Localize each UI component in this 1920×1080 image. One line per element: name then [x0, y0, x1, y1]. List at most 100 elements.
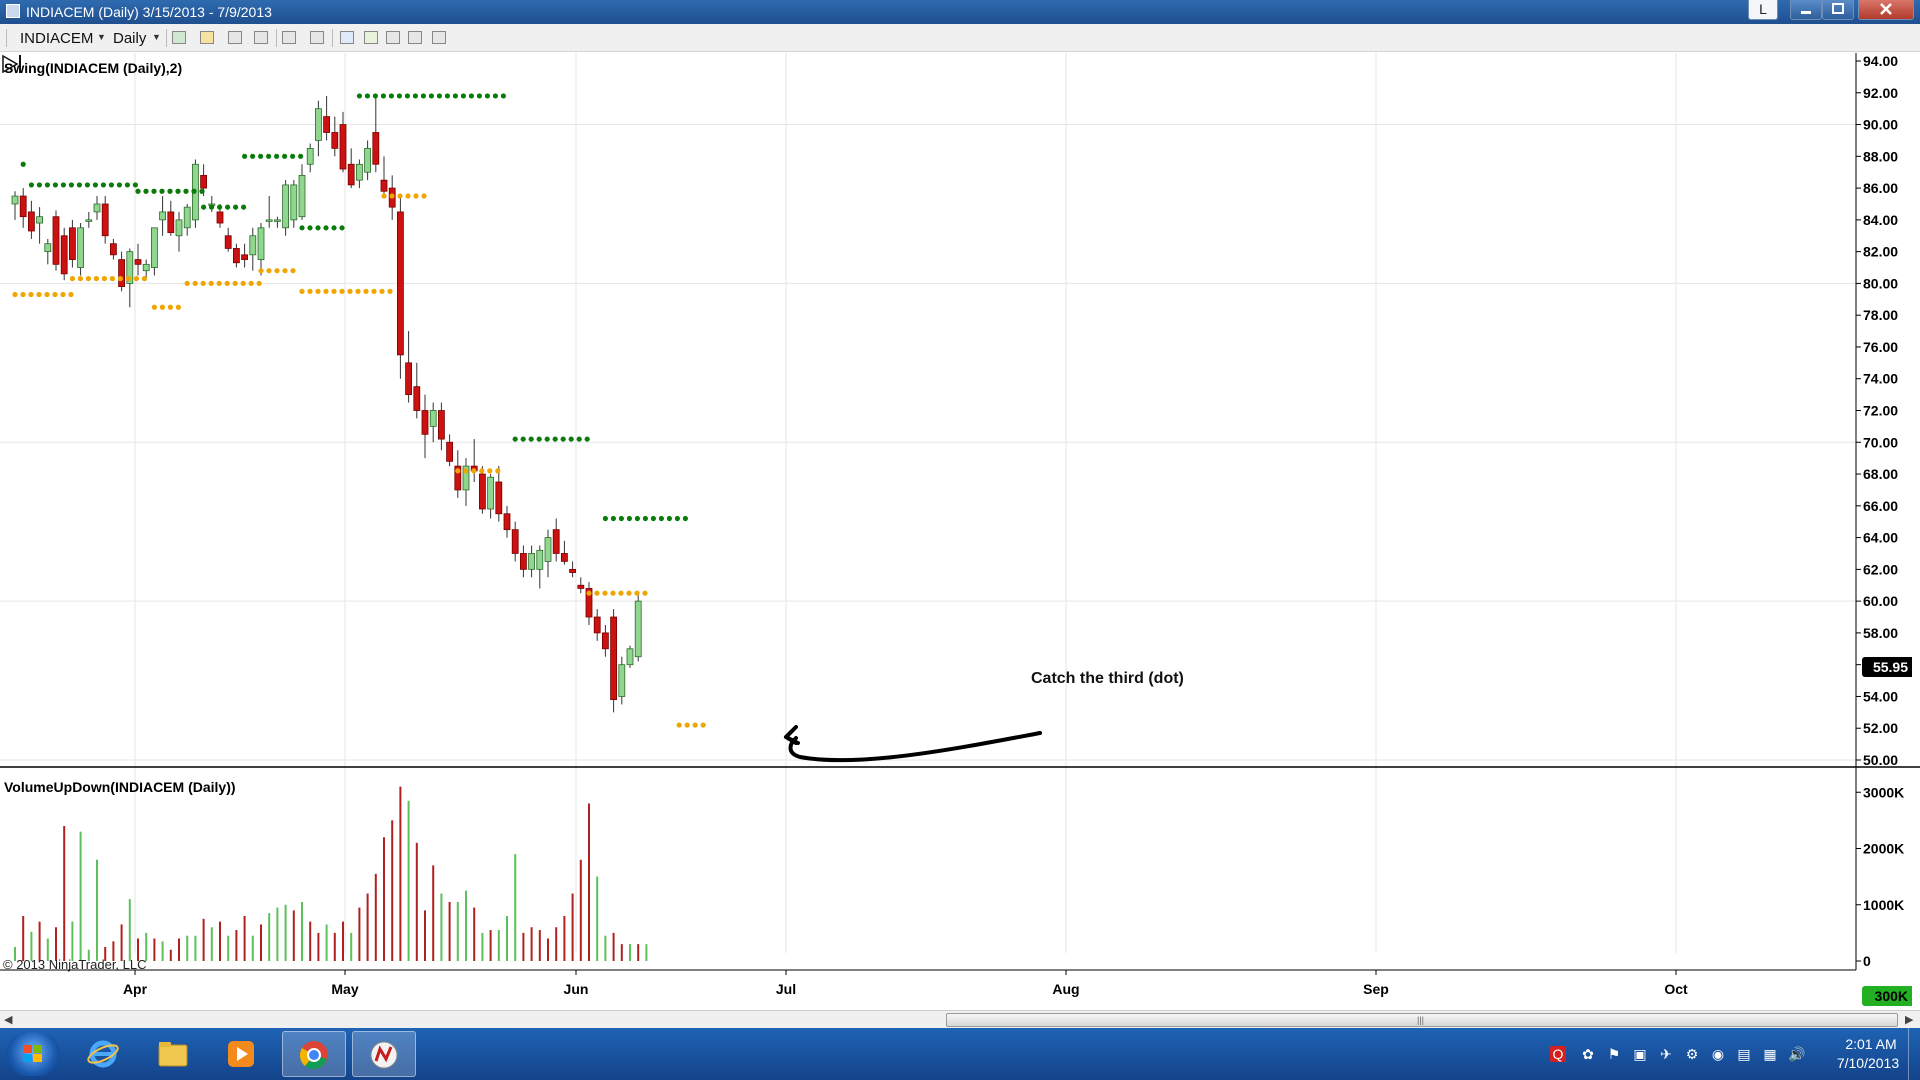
- taskbar-file-explorer[interactable]: [142, 1031, 206, 1077]
- layout-icon[interactable]: [432, 31, 446, 44]
- zoom-icon[interactable]: [282, 31, 296, 44]
- chart-area[interactable]: 94.00 92.00 90.00 88.00 86.00 84.00 82.00 80.00…: [0, 53, 1920, 1010]
- clock-date[interactable]: 7/10/2013: [1836, 1055, 1900, 1071]
- y-tick-label: 68.00: [1863, 466, 1898, 482]
- candle-down: [585, 588, 593, 618]
- swing-low-dot: [248, 280, 254, 287]
- minimize-button[interactable]: [1790, 0, 1822, 20]
- x-tick-label: May: [331, 981, 358, 997]
- candle-up: [93, 203, 101, 213]
- candle-down: [52, 216, 60, 265]
- candle-down: [405, 362, 413, 396]
- instrument-selector[interactable]: INDIACEM: [20, 30, 94, 47]
- scroll-to-end-icon[interactable]: [0, 53, 24, 75]
- network-share-icon[interactable]: ✿: [1582, 1046, 1594, 1062]
- properties-icon[interactable]: [310, 31, 324, 44]
- security-icon[interactable]: ◉: [1711, 1046, 1725, 1062]
- swing-low-dot: [175, 304, 181, 310]
- swing-low-dot: [413, 193, 419, 199]
- show-desktop-button[interactable]: [1908, 1028, 1920, 1080]
- swing-high-dot: [520, 436, 526, 442]
- chevron-down-icon: ▼: [152, 32, 161, 42]
- swing-low-dot: [381, 193, 387, 199]
- taskbar-media-player[interactable]: [210, 1031, 274, 1077]
- start-button[interactable]: [6, 1032, 60, 1076]
- swing-high-dot: [618, 515, 625, 522]
- swing-high-dot: [116, 182, 122, 188]
- candle-down: [19, 195, 27, 218]
- horizontal-scrollbar[interactable]: ◀ ||| ▶: [0, 1010, 1920, 1028]
- candle-up: [290, 184, 298, 221]
- swing-high-dot: [626, 515, 633, 522]
- close-button[interactable]: [1858, 0, 1914, 20]
- swing-high-dot: [167, 188, 173, 194]
- drawing-tool-icon[interactable]: [200, 31, 214, 44]
- scrollbar-thumb[interactable]: |||: [946, 1013, 1898, 1027]
- swing-high-dot: [266, 153, 272, 159]
- candle-down: [421, 410, 429, 435]
- swing-low-dot: [133, 276, 139, 282]
- swing-low-dot: [12, 291, 18, 298]
- candle-down: [101, 203, 109, 237]
- strategies-icon[interactable]: [364, 31, 378, 44]
- action-center-flag-icon[interactable]: ⚑: [1607, 1046, 1621, 1062]
- interval-selector[interactable]: Daily: [113, 30, 147, 47]
- candle-down: [561, 553, 568, 562]
- ray-tool-icon[interactable]: [254, 31, 268, 44]
- candle-up: [364, 147, 372, 173]
- sync-icon[interactable]: ✈: [1660, 1046, 1672, 1062]
- folder-icon: [158, 1042, 188, 1067]
- swing-high-dot: [20, 161, 26, 167]
- toolbar-grip: [6, 29, 7, 47]
- swing-low-dot: [389, 193, 395, 199]
- indicators-icon[interactable]: [340, 31, 354, 44]
- clock-time[interactable]: 2:01 AM: [1845, 1036, 1897, 1052]
- swing-low-dot: [315, 288, 321, 294]
- swing-low-dot: [487, 468, 493, 474]
- swing-high-dot: [52, 182, 59, 188]
- quick-heal-icon[interactable]: Q: [1550, 1046, 1566, 1062]
- candle-down: [511, 529, 519, 554]
- swing-high-dot: [250, 153, 256, 159]
- candle-down: [520, 553, 527, 570]
- swing-low-dot: [323, 288, 329, 294]
- scroll-right-icon[interactable]: ▶: [1905, 1014, 1914, 1026]
- swing-low-dot: [232, 280, 238, 287]
- candle-down: [552, 529, 560, 554]
- network-icon[interactable]: ▦: [1763, 1046, 1777, 1062]
- monitor-icon[interactable]: ▤: [1737, 1046, 1751, 1062]
- swing-high-dot: [60, 182, 66, 188]
- taskbar-ninjatrader[interactable]: [352, 1031, 416, 1077]
- swing-high-dot: [682, 515, 689, 522]
- swing-high-dot: [436, 93, 442, 99]
- candle-up: [150, 227, 158, 268]
- swing-high-dot: [282, 153, 288, 159]
- bar-type-icon[interactable]: [172, 31, 186, 44]
- chart-trader-icon[interactable]: [408, 31, 422, 44]
- volume-icon[interactable]: 🔊: [1788, 1046, 1806, 1062]
- candle-down: [495, 481, 503, 515]
- candle-down: [110, 243, 117, 256]
- taskbar-chrome[interactable]: [282, 1031, 346, 1077]
- chart-canvas[interactable]: 94.00 92.00 90.00 88.00 86.00 84.00 82.00 80.00…: [0, 53, 1920, 1010]
- chart-axes: 94.00 92.00 90.00 88.00 86.00 84.00 82.00 80.00…: [0, 53, 1920, 997]
- swing-low-dot: [307, 288, 313, 294]
- swing-high-dot: [132, 182, 138, 188]
- draw-line-icon[interactable]: [228, 31, 242, 44]
- taskbar-internet-explorer[interactable]: [72, 1031, 136, 1077]
- link-button[interactable]: L: [1748, 0, 1778, 20]
- display-icon[interactable]: ▣: [1633, 1046, 1647, 1062]
- candle-down: [372, 132, 380, 165]
- swing-low-dot: [192, 280, 198, 287]
- scrollbar-grip-icon: |||: [1417, 1015, 1425, 1025]
- candle-up: [626, 648, 634, 666]
- bluetooth-icon[interactable]: ⚙: [1685, 1046, 1699, 1062]
- y-tick-label: 60.00: [1863, 593, 1898, 609]
- swing-high-dot: [468, 93, 474, 99]
- data-box-icon[interactable]: [386, 31, 400, 44]
- maximize-button[interactable]: [1822, 0, 1854, 20]
- scroll-left-icon[interactable]: ◀: [4, 1014, 13, 1026]
- swing-high-dot: [674, 515, 681, 522]
- swing-low-dot: [200, 280, 206, 287]
- swing-high-dot: [290, 153, 296, 159]
